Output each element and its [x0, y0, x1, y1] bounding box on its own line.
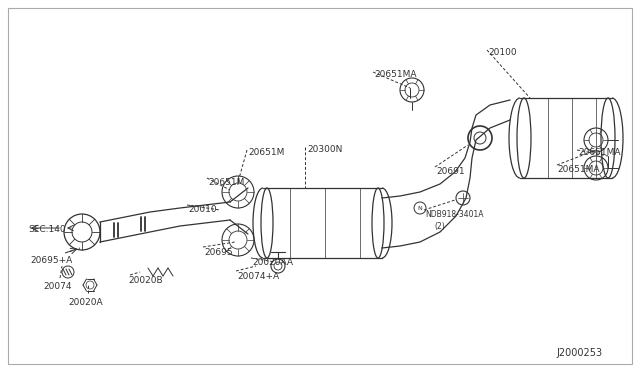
- Text: 20651MA: 20651MA: [578, 148, 621, 157]
- Text: 20074+A: 20074+A: [237, 272, 279, 281]
- Text: J2000253: J2000253: [556, 348, 602, 358]
- Text: 20651MA: 20651MA: [374, 70, 417, 79]
- Text: 20100: 20100: [488, 48, 516, 57]
- Text: 20074: 20074: [43, 282, 72, 291]
- Text: NDB918-3401A: NDB918-3401A: [425, 210, 483, 219]
- Text: 20020AA: 20020AA: [252, 258, 293, 267]
- Text: SEC.140: SEC.140: [28, 225, 66, 234]
- Text: 20010: 20010: [188, 205, 216, 214]
- Text: 20695+A: 20695+A: [30, 256, 72, 265]
- Text: 20691: 20691: [436, 167, 465, 176]
- Text: 20695: 20695: [204, 248, 232, 257]
- Text: 20020A: 20020A: [68, 298, 102, 307]
- Text: 20020B: 20020B: [128, 276, 163, 285]
- Text: (2): (2): [434, 222, 445, 231]
- Text: N: N: [418, 205, 422, 211]
- Text: 20300N: 20300N: [307, 145, 342, 154]
- Text: 20651M: 20651M: [208, 178, 244, 187]
- Text: 20651M: 20651M: [248, 148, 284, 157]
- Text: 20651MA: 20651MA: [557, 165, 600, 174]
